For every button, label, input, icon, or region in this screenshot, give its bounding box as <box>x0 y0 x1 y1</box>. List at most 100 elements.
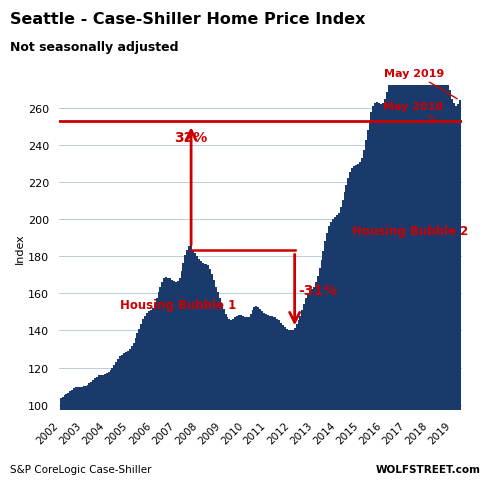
Bar <box>190 246 192 480</box>
Bar <box>238 315 240 480</box>
Bar <box>66 394 68 480</box>
Bar <box>255 307 257 480</box>
Bar <box>154 304 156 480</box>
Bar <box>443 52 445 480</box>
Bar <box>236 316 238 480</box>
Bar <box>282 325 284 480</box>
Bar <box>150 310 152 480</box>
Bar <box>386 93 388 480</box>
Bar <box>370 113 372 480</box>
Bar <box>295 324 297 480</box>
Bar <box>140 324 142 480</box>
Bar <box>205 264 207 480</box>
Bar <box>303 304 305 480</box>
Bar <box>430 19 432 480</box>
Bar <box>106 373 108 480</box>
Bar <box>384 100 386 480</box>
Bar <box>119 357 121 480</box>
Bar <box>173 282 175 480</box>
Bar <box>244 317 246 480</box>
Bar <box>217 293 219 480</box>
Bar <box>340 207 342 480</box>
Bar <box>144 316 146 480</box>
Bar <box>440 18 441 480</box>
Bar <box>113 365 115 480</box>
Bar <box>317 276 318 480</box>
Bar <box>372 107 374 480</box>
Bar <box>451 100 453 480</box>
Bar <box>234 318 236 480</box>
Bar <box>138 329 140 480</box>
Bar <box>301 311 303 480</box>
Bar <box>407 60 409 480</box>
Bar <box>420 0 422 480</box>
Bar <box>135 338 136 480</box>
Bar <box>123 353 125 480</box>
Bar <box>309 291 311 480</box>
Bar <box>221 304 223 480</box>
Bar <box>232 320 234 480</box>
Text: -31%: -31% <box>298 283 338 297</box>
Bar <box>343 193 345 480</box>
Bar <box>184 256 186 480</box>
Bar <box>104 375 106 480</box>
Bar <box>159 287 161 480</box>
Bar <box>211 274 213 480</box>
Bar <box>73 389 75 480</box>
Bar <box>131 347 133 480</box>
Bar <box>380 105 382 480</box>
Bar <box>179 278 180 480</box>
Bar <box>165 277 167 480</box>
Bar <box>230 321 232 480</box>
Bar <box>71 390 73 480</box>
Bar <box>83 386 85 480</box>
Bar <box>81 387 83 480</box>
Bar <box>112 368 113 480</box>
Bar <box>355 166 357 480</box>
Bar <box>318 269 320 480</box>
Bar <box>269 316 270 480</box>
Bar <box>368 121 370 480</box>
Bar <box>436 2 438 480</box>
Bar <box>409 51 411 480</box>
Bar <box>415 12 416 480</box>
Bar <box>77 387 79 480</box>
Bar <box>89 384 90 480</box>
Bar <box>79 387 81 480</box>
Bar <box>200 261 202 480</box>
Text: Not seasonally adjusted: Not seasonally adjusted <box>10 41 178 54</box>
Bar <box>324 242 326 480</box>
Bar <box>418 0 420 480</box>
Bar <box>334 218 336 480</box>
Bar <box>297 321 299 480</box>
Bar <box>69 392 71 480</box>
Bar <box>349 172 351 480</box>
Bar <box>307 294 309 480</box>
Bar <box>445 68 447 480</box>
Bar <box>192 250 194 480</box>
Bar <box>438 6 440 480</box>
Bar <box>272 317 274 480</box>
Bar <box>278 321 280 480</box>
Bar <box>336 216 338 480</box>
Bar <box>378 104 380 480</box>
Bar <box>330 222 332 480</box>
Bar <box>249 314 251 480</box>
Bar <box>175 283 177 480</box>
Bar <box>129 349 131 480</box>
Bar <box>125 353 127 480</box>
Bar <box>338 213 340 480</box>
Bar <box>376 103 378 480</box>
Text: Housing Bubble 1: Housing Bubble 1 <box>120 299 236 312</box>
Bar <box>345 185 347 480</box>
Bar <box>108 372 110 480</box>
Bar <box>186 250 188 480</box>
Bar <box>351 168 353 480</box>
Bar <box>171 280 173 480</box>
Bar <box>213 281 215 480</box>
Bar <box>434 11 436 480</box>
Bar <box>117 360 119 480</box>
Bar <box>169 279 171 480</box>
Bar <box>223 310 224 480</box>
Bar <box>215 287 217 480</box>
